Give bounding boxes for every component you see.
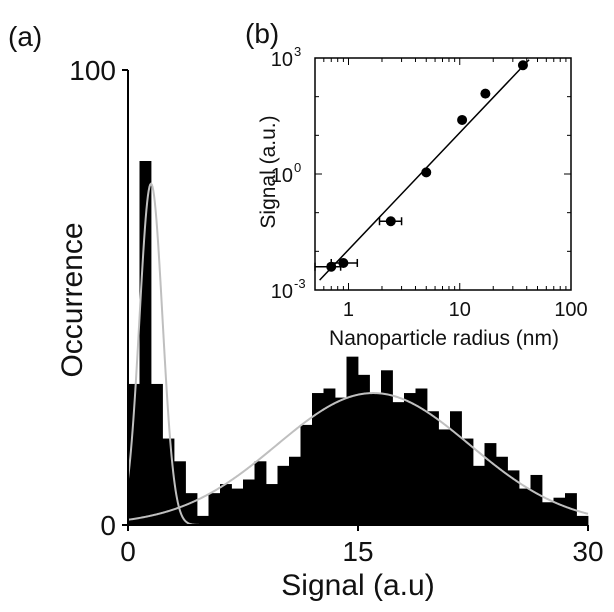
histogram-bar xyxy=(128,383,140,525)
histogram-bar xyxy=(381,370,393,525)
histogram-bar xyxy=(461,438,474,525)
x-tick-label: 15 xyxy=(342,536,373,567)
histogram-bar xyxy=(473,465,485,525)
histogram-bar xyxy=(185,493,198,525)
panel-b-inset: (b) Signal (a.u.) Nanoparticle radius (n… xyxy=(245,18,588,350)
histogram-bars xyxy=(128,161,589,525)
histogram-bar xyxy=(139,161,152,525)
panel-b-data-points xyxy=(314,60,528,272)
data-point xyxy=(421,167,432,178)
x-tick-label: 0 xyxy=(120,536,136,567)
histogram-bar xyxy=(335,397,347,525)
histogram-bar xyxy=(197,515,209,525)
histogram-bar xyxy=(277,465,290,525)
y-tick-label-base: 10 xyxy=(271,281,293,303)
histogram-bar xyxy=(300,424,313,525)
histogram-bar xyxy=(496,456,508,525)
histogram-bar xyxy=(266,484,278,525)
histogram-bar xyxy=(208,493,221,525)
y-tick-label: 100 xyxy=(69,55,116,86)
histogram-bar xyxy=(576,515,589,525)
histogram-bar xyxy=(530,474,543,525)
gaussian-fit-curve xyxy=(127,392,589,521)
x-tick-label: 10 xyxy=(449,299,471,321)
histogram-bar xyxy=(162,438,175,525)
x-tick-label: 1 xyxy=(343,299,354,321)
histogram-bar xyxy=(220,484,232,525)
data-point xyxy=(457,114,468,125)
x-tick-label: 30 xyxy=(572,536,603,567)
histogram-bar xyxy=(553,497,566,525)
histogram-bar xyxy=(369,393,382,525)
histogram-bar xyxy=(323,388,336,525)
y-tick-label-exponent: -3 xyxy=(294,276,306,291)
histogram-bar xyxy=(438,429,451,525)
histogram-bar xyxy=(519,488,531,525)
y-tick-label: 0 xyxy=(100,510,116,541)
histogram-bar xyxy=(392,402,405,525)
histogram-bar xyxy=(346,356,359,525)
histogram-bar xyxy=(484,443,497,525)
panel-b-label: (b) xyxy=(245,18,279,49)
histogram-bar xyxy=(415,388,428,525)
histogram-bar xyxy=(427,411,439,525)
histogram-bar xyxy=(312,393,324,525)
y-tick-label-exponent: 0 xyxy=(294,160,301,175)
histogram-bar xyxy=(243,479,255,525)
data-point xyxy=(385,216,396,227)
panel-a-x-axis-label: Signal (a.u) xyxy=(281,569,434,602)
y-tick-label-base: 10 xyxy=(271,165,293,187)
panel-b-frame xyxy=(314,57,572,291)
histogram-bar xyxy=(151,383,163,525)
panel-a-label: (a) xyxy=(8,21,42,52)
panel-b-y-axis-label: Signal (a.u.) xyxy=(257,115,280,228)
histogram-bar xyxy=(450,411,462,525)
y-tick-label-exponent: 3 xyxy=(294,44,301,59)
x-tick-label: 100 xyxy=(554,299,587,321)
panel-b-plot-frame xyxy=(314,57,572,291)
data-point xyxy=(480,88,491,99)
y-tick-label-base: 10 xyxy=(271,49,293,71)
panel-a-y-axis-label: Occurrence xyxy=(56,222,89,377)
histogram-bar xyxy=(289,456,301,525)
histogram-bar xyxy=(542,502,554,525)
histogram-bar xyxy=(404,393,416,525)
histogram-bar xyxy=(174,461,186,525)
histogram-bar xyxy=(358,374,370,525)
histogram-bar xyxy=(231,488,244,525)
histogram-bar xyxy=(254,461,267,525)
data-point xyxy=(338,257,349,268)
data-point xyxy=(517,60,528,71)
histogram-bar xyxy=(507,470,520,525)
panel-b-x-axis-label: Nanoparticle radius (nm) xyxy=(329,327,559,350)
